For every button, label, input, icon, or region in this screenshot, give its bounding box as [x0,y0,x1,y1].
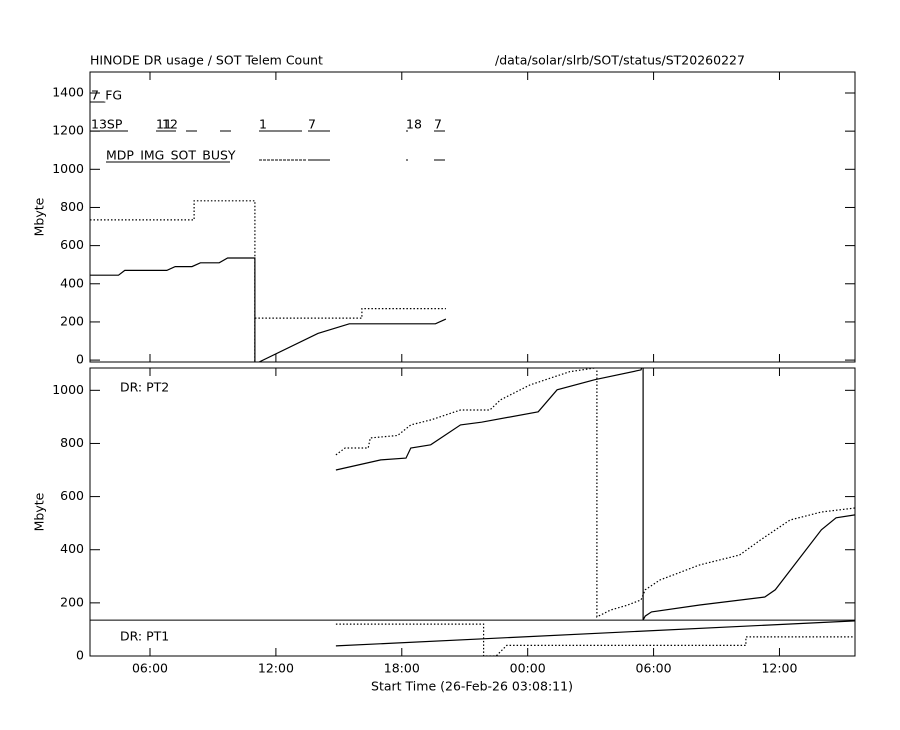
y-tick-label: 0 [76,648,84,663]
y-tick-label: 200 [60,594,84,609]
y-tick-label: 0 [76,352,84,367]
annotation: 1 [259,117,267,132]
y-tick-label: 800 [60,199,84,214]
x-tick-label: 12:00 [761,661,797,676]
annotation: 11 [156,117,172,132]
data-line [90,257,447,362]
annotation: 7_FG [91,88,122,103]
y-tick-label: 200 [60,313,84,328]
plot-frame [89,367,856,657]
annotation: MDP_IMG_SOT_BUSY [106,148,236,163]
y-tick-label: 600 [60,237,84,252]
y-tick-label: 1000 [52,161,84,176]
x-tick-label: 12:00 [258,661,294,676]
y-tick-label: 400 [60,275,84,290]
y-tick-label: 1200 [52,123,84,138]
annotation: 7 [434,117,442,132]
x-tick-label: 06:00 [636,661,672,676]
x-tick-label: 06:00 [132,661,168,676]
y-tick-label: 600 [60,488,84,503]
chart-subtitle: /data/solar/slrb/SOT/status/ST20260227 [495,53,745,68]
chart-title: HINODE DR usage / SOT Telem Count [90,53,323,68]
annotation: 13SP [91,117,123,132]
data-line [335,620,855,647]
y-tick-label: 400 [60,541,84,556]
x-tick-label: 18:00 [384,661,420,676]
annotation: 18 [406,117,422,132]
annotation: DR: PT1 [120,629,169,644]
data-line [335,368,855,621]
data-line [335,623,855,656]
y-tick-label: 800 [60,435,84,450]
plot-frame [89,71,856,363]
y-axis-label: Mbyte [32,492,47,531]
y-tick-label: 1400 [52,84,84,99]
data-line [335,368,855,618]
annotation: 12 [162,117,178,132]
activity-segments [90,101,445,163]
data-line [90,200,446,362]
x-tick-label: 00:00 [510,661,546,676]
y-tick-label: 1000 [52,382,84,397]
x-axis-label: Start Time (26-Feb-26 03:08:11) [371,679,573,694]
y-axis-label: Mbyte [32,197,47,236]
annotation: DR: PT2 [120,380,169,395]
annotation: 7 [308,117,316,132]
